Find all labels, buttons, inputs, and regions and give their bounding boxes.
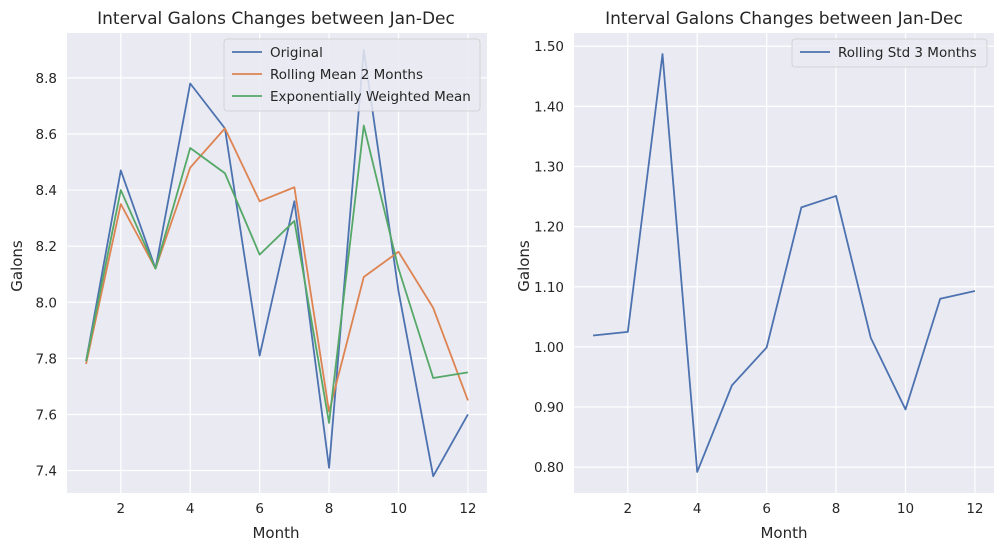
left-x-tick-label: 6 xyxy=(255,501,264,517)
right-y-tick-label: 1.20 xyxy=(534,220,564,236)
right-legend: Rolling Std 3 Months xyxy=(791,38,988,68)
right-chart: 2 4 6 8 10 12 0.80 0.90 1.00 1.10 1.20 1.30 1.40 1.50… xyxy=(515,9,994,542)
left-series-exponentially-weighted-mean-line xyxy=(85,124,469,424)
left-series-original-line xyxy=(85,48,469,478)
right-x-tick-label: 10 xyxy=(897,501,914,517)
right-y-tick-label: 1.40 xyxy=(534,99,564,115)
right-legend-box xyxy=(791,38,988,68)
left-y-tick-label: 7.4 xyxy=(36,464,57,480)
left-chart-x-axis-label: Month xyxy=(252,524,299,542)
right-y-tick-label: 1.50 xyxy=(534,39,564,55)
left-series-rolling-mean-2-months-line xyxy=(85,127,469,413)
left-y-tick-label: 8.0 xyxy=(36,295,57,311)
left-chart-title: Interval Galons Changes between Jan-Dec xyxy=(97,9,455,29)
left-chart: 2 4 6 8 10 12 7.4 7.6 7.8 8.0 8.2 8.4 8.6 8.8 Original… xyxy=(8,9,487,542)
left-legend-label: Exponentially Weighted Mean xyxy=(270,89,471,105)
left-x-tick-label: 10 xyxy=(390,501,407,517)
left-x-tick-label: 4 xyxy=(186,501,195,517)
left-y-tick-label: 8.8 xyxy=(36,71,57,87)
left-plot-area: 2 4 6 8 10 12 7.4 7.6 7.8 8.0 8.2 8.4 8.6 8.8 Original… xyxy=(36,33,487,517)
right-y-tick-label: 0.90 xyxy=(534,400,564,416)
right-chart-title: Interval Galons Changes between Jan-Dec xyxy=(605,9,963,29)
right-x-tick-label: 8 xyxy=(832,501,841,517)
right-series-rolling-std-3-months-line xyxy=(592,53,976,473)
left-x-tick-label: 2 xyxy=(117,501,126,517)
right-y-tick-label: 1.30 xyxy=(534,159,564,175)
right-legend-label: Rolling Std 3 Months xyxy=(838,45,977,61)
right-x-tick-label: 12 xyxy=(966,501,983,517)
right-plot-area: 2 4 6 8 10 12 0.80 0.90 1.00 1.10 1.20 1.30 1.40 1.50… xyxy=(534,33,994,517)
left-chart-y-axis-label: Galons xyxy=(8,240,26,292)
left-legend-label: Rolling Mean 2 Months xyxy=(270,67,423,83)
right-x-tick-label: 4 xyxy=(693,501,702,517)
right-y-tick-label: 1.00 xyxy=(534,340,564,356)
right-chart-x-axis-label: Month xyxy=(760,524,807,542)
left-legend: Original Rolling Mean 2 Months Exponential… xyxy=(223,38,481,112)
left-y-tick-label: 8.6 xyxy=(36,127,57,143)
left-legend-label: Original xyxy=(270,45,323,61)
right-y-tick-label: 1.10 xyxy=(534,280,564,296)
right-x-tick-label: 6 xyxy=(762,501,771,517)
left-y-tick-label: 8.2 xyxy=(36,239,57,255)
left-x-tick-label: 12 xyxy=(459,501,476,517)
left-y-tick-label: 7.6 xyxy=(36,407,57,423)
right-x-tick-label: 2 xyxy=(624,501,633,517)
left-y-tick-label: 8.4 xyxy=(36,183,57,199)
right-plot-background xyxy=(574,33,994,493)
left-x-tick-label: 8 xyxy=(325,501,334,517)
left-y-tick-label: 7.8 xyxy=(36,351,57,367)
right-chart-y-axis-label: Galons xyxy=(515,240,533,292)
right-y-tick-label: 0.80 xyxy=(534,460,564,476)
left-legend-box xyxy=(223,38,481,112)
